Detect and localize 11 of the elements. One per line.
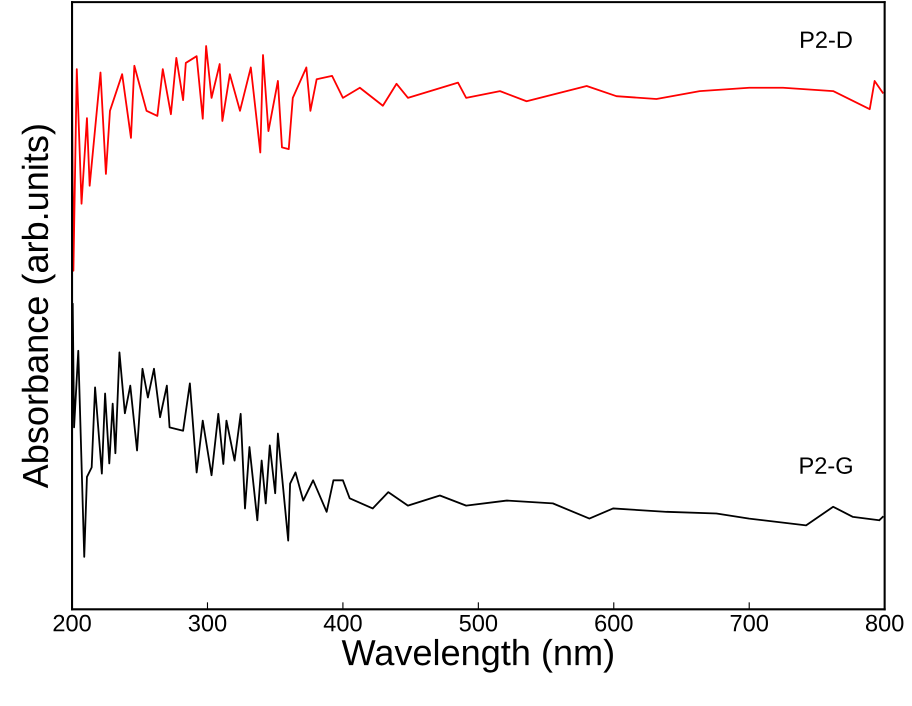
x-axis-title: Wavelength (nm)	[342, 638, 613, 673]
x-tick-label: 200	[54, 614, 91, 632]
series-label: P2-D	[801, 31, 852, 48]
x-tick-label: 400	[324, 614, 362, 632]
x-tick-label: 300	[188, 614, 226, 632]
x-tick-label: 700	[730, 614, 768, 632]
x-tick-label: 500	[460, 614, 498, 632]
series-label: P2-G	[800, 457, 852, 474]
y-axis-title: Absorbance (arb.units)	[22, 125, 56, 488]
x-tick-label: 600	[595, 614, 633, 632]
x-tick-label: 800	[866, 614, 904, 632]
